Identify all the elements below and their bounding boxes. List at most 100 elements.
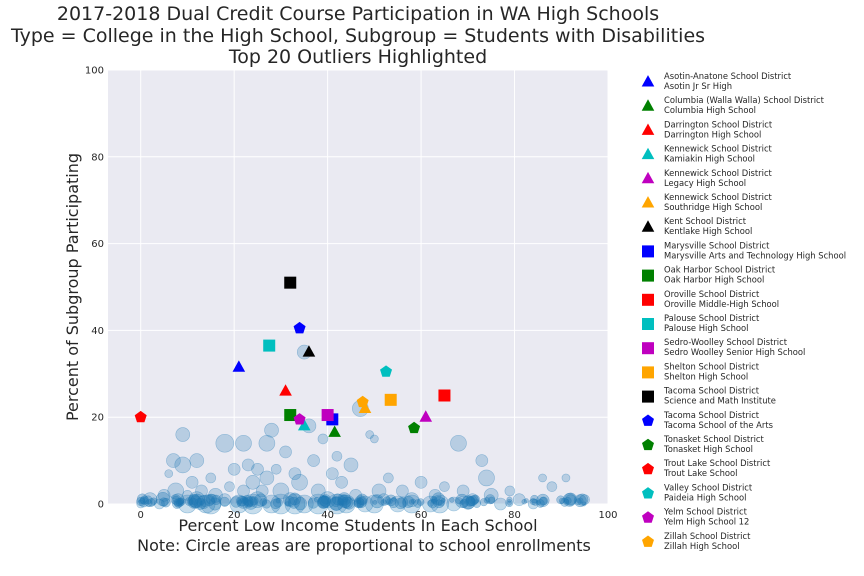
- legend-district-label: Tacoma School District: [663, 410, 760, 420]
- legend-district-label: Palouse School District: [664, 313, 760, 323]
- data-point: [227, 462, 241, 476]
- data-point: [581, 501, 587, 507]
- data-point: [397, 496, 409, 508]
- outlier-marker: [302, 345, 316, 357]
- data-point: [208, 488, 223, 503]
- legend-district-label: Darrington School District: [664, 119, 773, 129]
- data-point: [167, 482, 185, 500]
- data-point: [563, 496, 572, 505]
- legend-marker: [641, 147, 655, 160]
- data-point: [208, 497, 222, 511]
- data-point: [357, 498, 365, 506]
- legend-district-label: Yelm School District: [663, 507, 748, 517]
- data-point: [377, 493, 391, 506]
- data-point: [200, 493, 222, 515]
- legend-district-label: Kent School District: [664, 216, 747, 226]
- legend-marker: [641, 123, 655, 135]
- data-point: [396, 484, 409, 498]
- data-point: [307, 454, 320, 467]
- data-point: [391, 496, 397, 502]
- y-tick-label: 80: [91, 152, 104, 163]
- legend-school-label: Science and Math Institute: [664, 396, 776, 406]
- y-tick-label: 60: [91, 239, 104, 250]
- data-point: [139, 498, 146, 504]
- legend-school-label: Legacy High School: [664, 178, 746, 188]
- legend-district-label: Tacoma School District: [663, 386, 760, 396]
- data-point: [218, 493, 232, 506]
- legend-district-label: Columbia (Walla Walla) School District: [664, 95, 825, 105]
- data-point: [459, 498, 469, 508]
- data-point: [428, 489, 442, 502]
- data-point: [185, 475, 199, 489]
- legend-school-label: Asotin Jr Sr High: [664, 81, 732, 91]
- legend-marker: [642, 390, 654, 403]
- y-tick-labels: 0 20 40 60 80 100: [85, 66, 104, 511]
- legend-marker: [641, 220, 655, 232]
- data-point: [402, 494, 422, 514]
- legend-school-label: Yelm High School 12: [663, 517, 749, 527]
- data-point: [262, 499, 272, 509]
- legend-district-label: Kennewick School District: [664, 192, 773, 202]
- chart-title-line-2: Type = College in the High School, Subgr…: [10, 25, 705, 47]
- x-tick-label: 100: [598, 510, 617, 521]
- legend-marker: [642, 269, 654, 282]
- x-axis-note: Note: Circle areas are proportional to s…: [137, 536, 591, 555]
- data-point: [137, 493, 148, 505]
- legend-school-label: Sedro Woolley Senior High School: [664, 347, 805, 357]
- data-point: [404, 492, 420, 507]
- legend-district-label: Marysville School District: [664, 240, 770, 250]
- outlier-marker: [321, 409, 334, 422]
- data-point: [446, 496, 462, 512]
- data-point: [284, 493, 306, 515]
- data-point: [205, 472, 217, 484]
- data-point: [483, 488, 499, 503]
- background-bubbles: [136, 344, 590, 515]
- data-point: [383, 472, 394, 484]
- data-point: [330, 497, 341, 507]
- data-point: [136, 496, 146, 507]
- outlier-marker: [284, 276, 297, 289]
- legend-marker: [641, 196, 655, 208]
- legend-district-label: Shelton School District: [664, 361, 760, 371]
- data-point: [237, 484, 250, 498]
- data-point: [389, 495, 407, 513]
- legend-marker: [642, 318, 654, 330]
- y-tick-label: 40: [91, 326, 104, 337]
- data-point: [136, 499, 146, 509]
- data-point: [258, 434, 276, 452]
- data-point: [385, 494, 397, 507]
- legend-marker: [642, 462, 654, 475]
- x-tick-label: 60: [415, 510, 428, 521]
- data-point: [504, 485, 516, 497]
- data-point: [270, 463, 282, 475]
- data-point: [149, 497, 158, 505]
- outlier-marker: [284, 409, 297, 422]
- data-point: [342, 496, 348, 503]
- data-point: [561, 473, 571, 483]
- data-point: [478, 469, 495, 487]
- data-point: [536, 493, 550, 507]
- legend-school-label: Tacoma School of the Arts: [663, 420, 773, 430]
- data-point: [494, 497, 507, 511]
- legend-district-label: Asotin-Anatone School District: [664, 71, 792, 81]
- data-point: [255, 484, 269, 498]
- grid-lines: [108, 69, 609, 505]
- legend-school-label: Palouse High School: [664, 323, 748, 333]
- data-point: [142, 492, 158, 507]
- data-point: [189, 495, 203, 509]
- legend-district-label: Valley School District: [664, 482, 753, 492]
- data-point: [189, 453, 205, 468]
- outlier-marker: [293, 413, 306, 425]
- data-point: [211, 494, 222, 505]
- legend-district-label: Kennewick School District: [664, 144, 773, 154]
- data-point: [235, 434, 252, 452]
- data-point: [313, 496, 320, 503]
- outlier-marker: [232, 360, 246, 372]
- y-tick-label: 20: [91, 413, 104, 424]
- data-point: [422, 495, 439, 513]
- data-point: [272, 482, 290, 500]
- data-point: [288, 492, 301, 506]
- y-axis-label: Percent of Subgroup Participating: [63, 153, 82, 421]
- x-axis-label: Percent Low Income Students In Each Scho…: [178, 516, 537, 535]
